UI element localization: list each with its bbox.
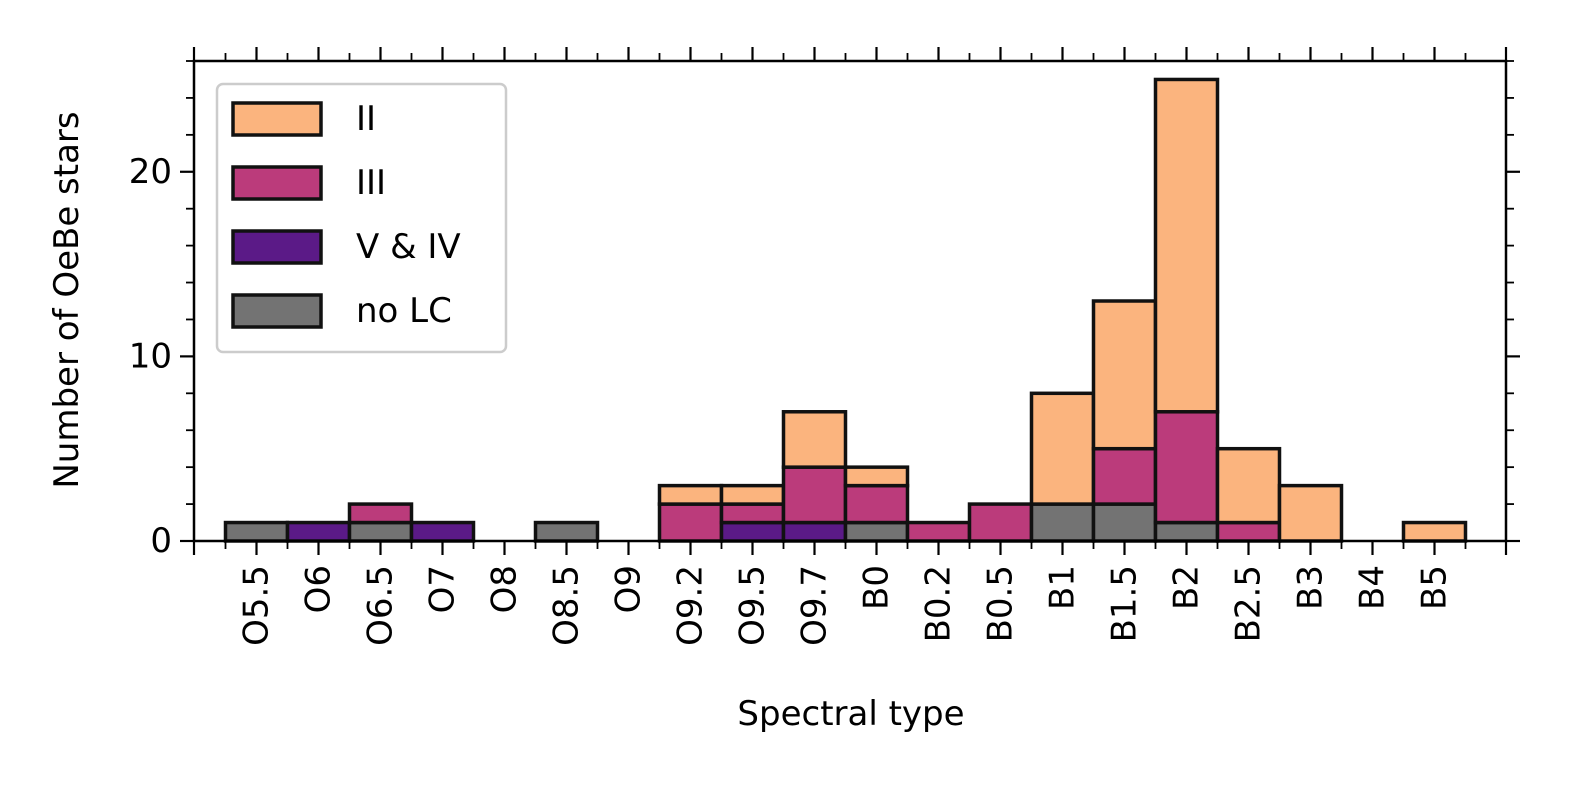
x-tick-label-o9-5: O9.5 <box>733 565 773 646</box>
x-tick-label-b0: B0 <box>857 565 897 610</box>
x-tick-label-b5: B5 <box>1415 565 1455 610</box>
legend-label-iii: III <box>356 163 386 203</box>
bar-o6-5-no-lc <box>347 520 414 543</box>
legend-swatch-no-lc <box>231 293 323 329</box>
bar-b2-no-lc <box>1153 520 1220 543</box>
bar-b1-5-no-lc <box>1091 502 1158 543</box>
legend-label-v-and-iv: V & IV <box>356 227 461 267</box>
legend-label-ii: II <box>356 99 376 139</box>
bar-o6-v-and-iv <box>285 520 352 543</box>
legend-swatch-v-and-iv <box>231 229 323 265</box>
x-tick-label-b2-5: B2.5 <box>1229 565 1269 642</box>
bar-b0-2-iii <box>905 520 972 543</box>
bar-o9-5-iii <box>719 502 786 525</box>
bar-o7-v-and-iv <box>409 520 476 543</box>
x-tick-label-o9: O9 <box>609 565 649 613</box>
x-tick-label-o6: O6 <box>299 565 339 613</box>
x-tick-label-b3: B3 <box>1291 565 1331 610</box>
x-tick-label-b1: B1 <box>1043 565 1083 610</box>
y-tick-label-20: 20 <box>129 152 172 192</box>
bar-o9-2-iii <box>657 502 724 543</box>
bar-o5-5-no-lc <box>223 520 290 543</box>
x-tick-label-b2: B2 <box>1167 565 1207 610</box>
bar-b0-ii <box>843 465 910 488</box>
bars-layer <box>223 77 1468 543</box>
bar-b1-ii <box>1029 391 1096 506</box>
bar-o9-5-ii <box>719 483 786 506</box>
y-tick-label-10: 10 <box>129 336 172 376</box>
bar-b2-5-iii <box>1215 520 1282 543</box>
bar-b1-5-ii <box>1091 299 1158 451</box>
x-tick-label-o8: O8 <box>485 565 525 613</box>
y-axis-label: Number of OeBe stars <box>47 111 87 488</box>
x-tick-label-b4: B4 <box>1353 565 1393 610</box>
bar-b2-ii <box>1153 77 1220 414</box>
bar-o9-7-ii <box>781 410 848 469</box>
x-tick-label-o9-7: O9.7 <box>795 565 835 646</box>
bar-b5-ii <box>1401 520 1468 543</box>
x-axis-label: Spectral type <box>737 694 964 734</box>
legend-box <box>215 82 508 354</box>
bar-b3-ii <box>1277 483 1344 543</box>
axes-layer: O5.5 O6 O6.5 O7 O8 O8.5 O9 O9.2 O9.5 O9.7 B0 B0.2 B0… <box>129 47 1520 646</box>
bar-b2-iii <box>1153 410 1220 525</box>
x-tick-label-o7: O7 <box>423 565 463 613</box>
x-tick-label-b1-5: B1.5 <box>1105 565 1145 642</box>
x-tick-label-o6-5: O6.5 <box>361 565 401 646</box>
x-tick-label-o5-5: O5.5 <box>237 565 277 646</box>
plot-frame <box>192 59 1508 543</box>
bar-o8-5-no-lc <box>533 520 600 543</box>
bar-b2-5-ii <box>1215 446 1282 525</box>
x-tick-label-o8-5: O8.5 <box>547 565 587 646</box>
legend-swatch-ii <box>231 101 323 137</box>
bar-b0-iii <box>843 483 910 525</box>
y-tick-label-0: 0 <box>150 521 172 561</box>
bar-b0-5-iii <box>967 502 1034 543</box>
x-tick-label-b0-5: B0.5 <box>981 565 1021 642</box>
bar-b0-no-lc <box>843 520 910 543</box>
x-tick-label-o9-2: O9.2 <box>671 565 711 646</box>
legend-label-no-lc: no LC <box>356 291 452 331</box>
bar-o9-2-ii <box>657 483 724 506</box>
legend-swatch-iii <box>231 165 323 201</box>
bar-o9-7-v-and-iv <box>781 520 848 543</box>
bar-o6-5-iii <box>347 502 414 525</box>
bar-o9-5-v-and-iv <box>719 520 786 543</box>
x-tick-label-b0-2: B0.2 <box>919 565 959 642</box>
bar-b1-5-iii <box>1091 446 1158 506</box>
bar-b1-no-lc <box>1029 502 1096 543</box>
bar-o9-7-iii <box>781 465 848 525</box>
